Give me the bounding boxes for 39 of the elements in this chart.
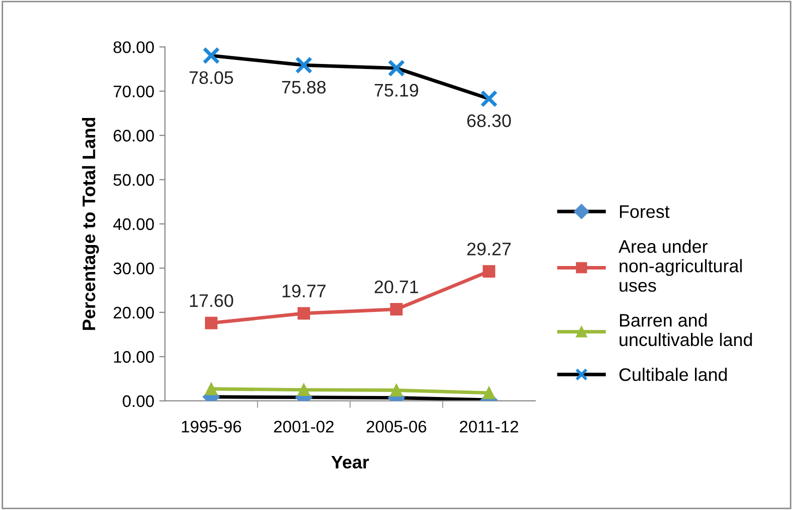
legend-label: Area under non-agricultural uses xyxy=(618,240,742,292)
data-label: 75.88 xyxy=(282,80,326,94)
data-label: 78.05 xyxy=(190,71,234,84)
point xyxy=(298,307,310,320)
y-tick-label: 60.00 xyxy=(114,130,154,142)
y-tick-label: 40.00 xyxy=(113,218,154,230)
data-label: 19.77 xyxy=(282,284,326,298)
y-tick-label: 30.00 xyxy=(113,262,154,274)
data-label: 29.27 xyxy=(467,242,511,256)
point xyxy=(388,60,406,77)
x-tick-label: 2001-02 xyxy=(274,420,334,433)
y-tick-label: 70.00 xyxy=(114,86,154,98)
legend-label: Forest xyxy=(620,205,670,218)
legend-label: Barren and uncultivable land xyxy=(620,313,752,346)
y-tick-label: 0.00 xyxy=(122,395,154,408)
data-label: 68.30 xyxy=(467,114,511,128)
legend-label: Cultibale land xyxy=(619,368,727,382)
data-label: 17.60 xyxy=(190,294,234,308)
point xyxy=(482,265,496,278)
point xyxy=(202,46,220,64)
y-tick-label: 80.00 xyxy=(114,41,154,54)
y-tick-label: 20.00 xyxy=(114,306,154,319)
point xyxy=(204,316,218,330)
x-axis-title: Year xyxy=(331,456,369,469)
point xyxy=(298,384,310,396)
point xyxy=(482,386,496,400)
y-tick-label: 10.00 xyxy=(114,351,154,363)
point xyxy=(480,90,498,108)
y-tick-label: 50.00 xyxy=(113,174,154,186)
x-tick-label: 1995-96 xyxy=(182,420,242,433)
point xyxy=(390,384,403,396)
point xyxy=(390,302,403,316)
x-tick-label: 2011-12 xyxy=(460,420,518,433)
point xyxy=(204,382,218,396)
x-tick-label: 2005-06 xyxy=(366,420,426,433)
data-label: 75.19 xyxy=(374,84,418,97)
y-axis-title: Percentage to Total Land xyxy=(82,118,99,330)
point xyxy=(295,56,312,74)
data-label: 20.71 xyxy=(374,280,418,294)
